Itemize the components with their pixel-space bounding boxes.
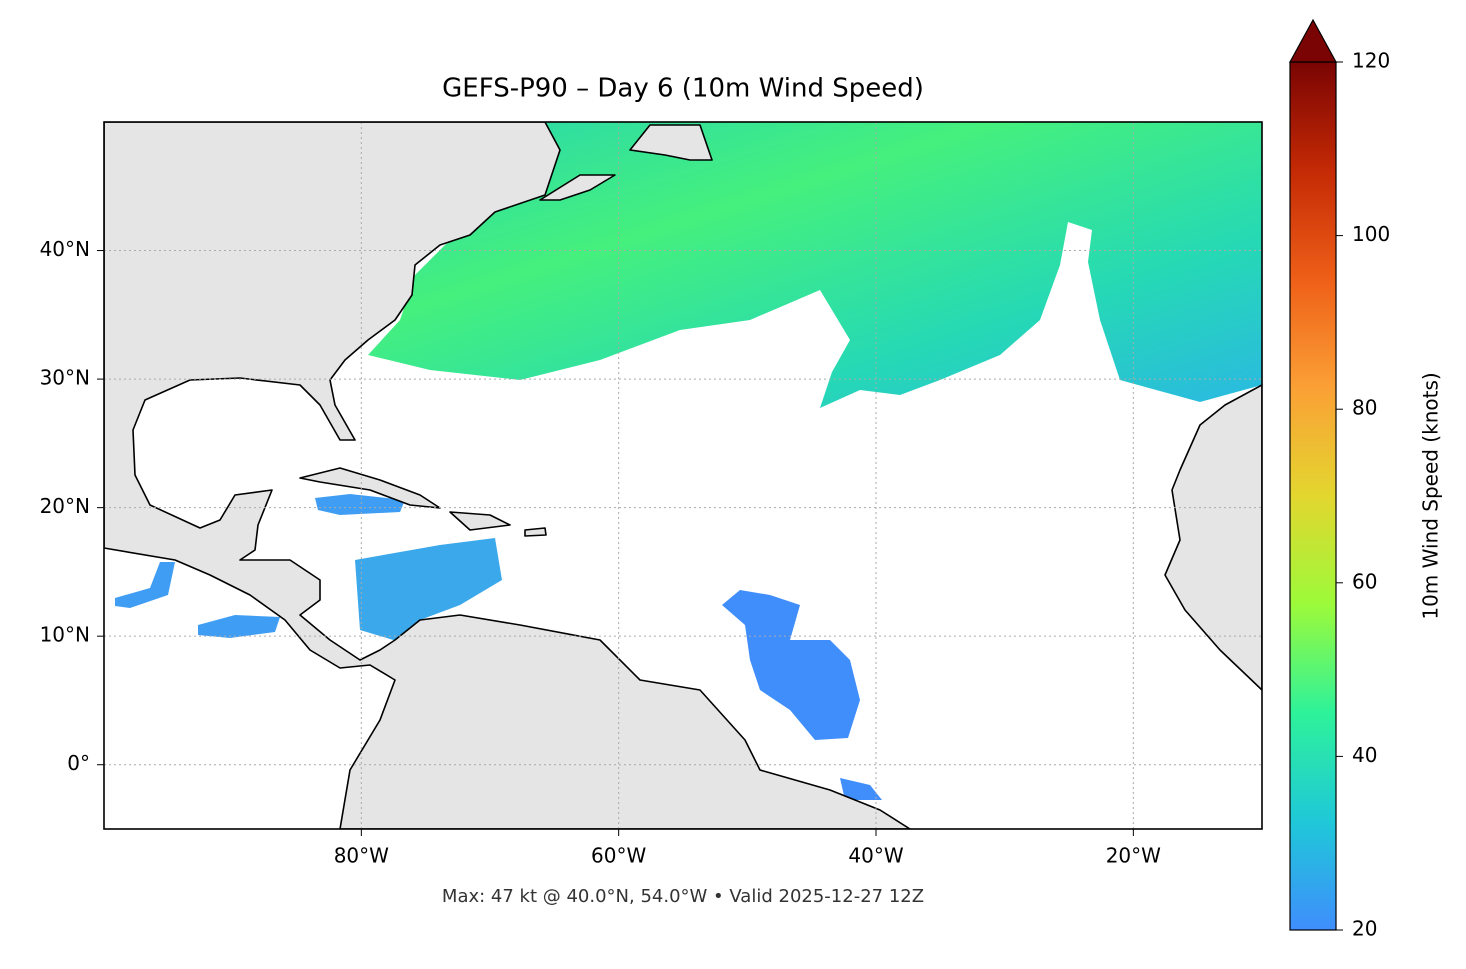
x-tick-label: 20°W [1106,844,1161,868]
x-tick-label: 60°W [591,844,646,868]
x-tick-label: 40°W [848,844,903,868]
y-tick-label: 40°N [40,237,90,261]
plot-frame [103,121,1263,830]
colorbar [1289,61,1337,931]
colorbar-tick-label: 100 [1352,222,1390,246]
x-tick-label: 80°W [334,844,389,868]
colorbar-tick-label: 40 [1352,743,1377,767]
colorbar-tick-label: 80 [1352,396,1377,420]
map-layer [104,122,1262,829]
colorbar-tick-label: 60 [1352,569,1377,593]
colorbar-extend [1288,18,1338,63]
chart-title: GEFS-P90 – Day 6 (10m Wind Speed) [442,74,924,104]
colorbar-tick-label: 20 [1352,917,1377,941]
y-tick-label: 20°N [40,494,90,518]
y-tick-label: 0° [67,751,90,775]
land [104,122,1262,829]
colorbar-label: 10m Wind Speed (knots) [1419,372,1443,619]
colorbar-tick-label: 120 [1352,49,1390,73]
y-tick-label: 10°N [40,623,90,647]
footnote: Max: 47 kt @ 40.0°N, 54.0°W • Valid 2025… [442,886,924,907]
y-tick-label: 30°N [40,366,90,390]
grid [104,122,1262,829]
